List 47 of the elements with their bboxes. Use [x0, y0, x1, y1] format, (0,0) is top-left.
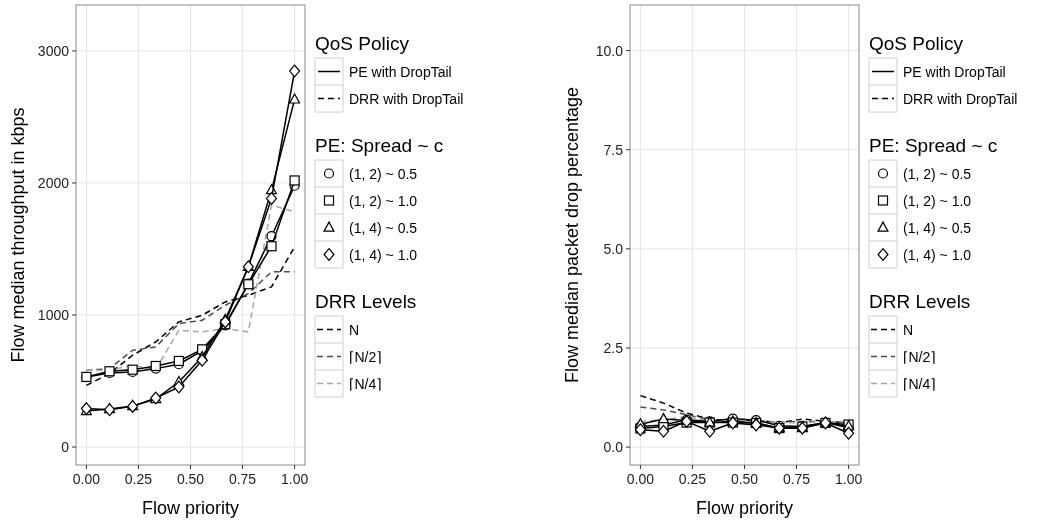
x-tick-label: 0.25: [678, 471, 707, 487]
x-axis-title: Flow priority: [695, 498, 794, 518]
legend-label: ⌈N/4⌉: [903, 375, 936, 392]
y-tick-label: 1000: [37, 307, 70, 324]
text: PE: Spread ~ c: [315, 135, 444, 156]
x-tick-label: 1.00: [834, 471, 863, 487]
x-tick-label: 0.50: [730, 471, 759, 487]
legend-label: (1, 2) ~ 0.5: [349, 165, 418, 182]
y-tick-label: 10.0: [595, 42, 624, 59]
legend-label: (1, 4) ~ 1.0: [349, 246, 418, 263]
text: QoS Policy: [315, 33, 410, 54]
text: PE with DropTail: [903, 63, 1006, 80]
text: QoS Policy: [869, 33, 964, 54]
legend-label: (1, 2) ~ 1.0: [903, 192, 972, 209]
legend-label: (1, 4) ~ 1.0: [903, 246, 972, 263]
legend-label: ⌈N/2⌉: [349, 348, 382, 365]
y-tick-label: 2.5: [603, 340, 624, 357]
x-tick-label: 1.00: [280, 471, 309, 487]
y-tick-label: 7.5: [603, 141, 624, 158]
y-tick-label: 2000: [37, 174, 70, 191]
y-tick-label: 5.0: [603, 240, 624, 257]
y-tick-label: 0.0: [603, 439, 624, 456]
y-tick-label: 0: [61, 439, 70, 456]
legend-label: ⌈N/4⌉: [349, 375, 382, 392]
y-axis-title: Flow median packet drop percentage: [562, 86, 582, 384]
x-tick-label: 0.25: [124, 471, 153, 487]
x-tick-label: 0.75: [782, 471, 811, 487]
x-tick-label: 0.50: [176, 471, 205, 487]
text: PE with DropTail: [349, 63, 452, 80]
x-tick-label: 0.00: [72, 471, 101, 487]
legend-label: N: [903, 321, 914, 338]
text: DRR with DropTail: [349, 90, 464, 107]
legend-label: (1, 4) ~ 0.5: [349, 219, 418, 236]
text: DRR Levels: [315, 291, 417, 312]
legend-label: (1, 2) ~ 1.0: [349, 192, 418, 209]
x-tick-label: 0.75: [228, 471, 257, 487]
text: DRR with DropTail: [903, 90, 1018, 107]
x-tick-label: 0.00: [626, 471, 655, 487]
text: DRR Levels: [869, 291, 971, 312]
legend-label: N: [349, 321, 360, 338]
y-axis-title: Flow median throughput in kbps: [8, 107, 28, 363]
legend-label: ⌈N/2⌉: [903, 348, 936, 365]
legend-label: (1, 2) ~ 0.5: [903, 165, 972, 182]
y-tick-label: 3000: [37, 42, 70, 59]
legend-label: (1, 4) ~ 0.5: [903, 219, 972, 236]
text: PE: Spread ~ c: [869, 135, 998, 156]
x-axis-title: Flow priority: [141, 498, 240, 518]
